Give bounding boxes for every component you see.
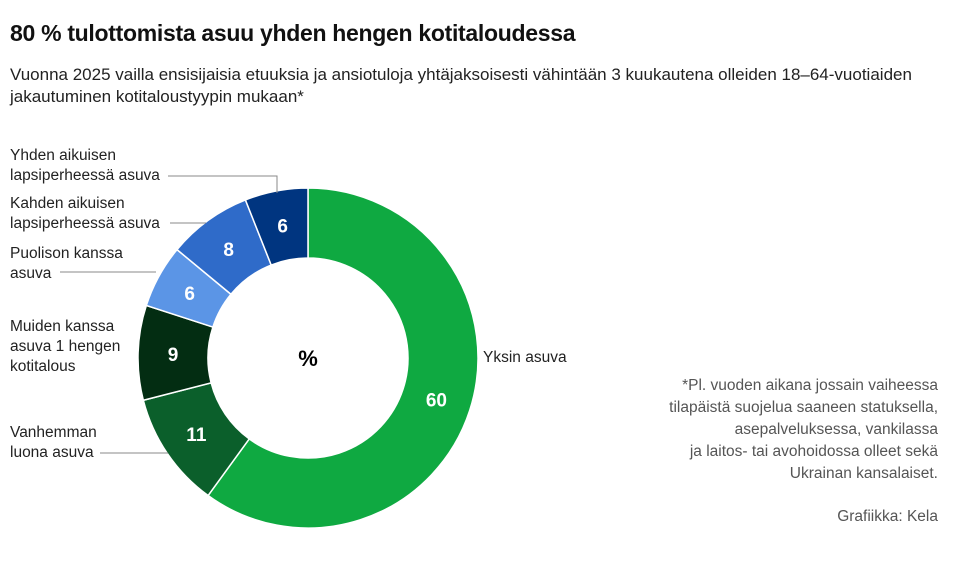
donut-slice: [207, 187, 479, 529]
chart-subtitle: Vuonna 2025 vailla ensisijaisia etuuksia…: [10, 65, 912, 106]
slice-label-muiden: Muiden kanssa asuva 1 hengen kotitalous: [10, 318, 121, 375]
leader-line-yhden: [168, 175, 278, 193]
slice-value-label: 8: [223, 240, 234, 261]
slice-label-vanhemman: Vanhemman luona asuva: [10, 424, 97, 461]
slice-label-yhden: Yhden aikuisen lapsiperheessä asuva: [10, 147, 160, 184]
slice-label-kahden: Kahden aikuisen lapsiperheessä asuva: [10, 195, 160, 232]
center-label: %: [298, 346, 318, 371]
slice-value-label: 6: [184, 284, 195, 305]
donut-slice: [244, 187, 309, 266]
slice-value-label: 60: [426, 391, 447, 412]
slice-value-label: 6: [277, 216, 288, 237]
slice-label-puolison: Puolison kanssa asuva: [10, 245, 123, 282]
leader-lines: [60, 175, 278, 454]
chart-title: 80 % tulottomista asuu yhden hengen koti…: [10, 20, 576, 46]
slice-label-yksin: Yksin asuva: [483, 349, 567, 366]
slice-value-label: 9: [168, 345, 179, 366]
footnote: *Pl. vuoden aikana jossain vaiheessa til…: [669, 377, 938, 482]
slice-value-label: 11: [186, 425, 207, 446]
credit: Grafiikka: Kela: [837, 508, 938, 525]
